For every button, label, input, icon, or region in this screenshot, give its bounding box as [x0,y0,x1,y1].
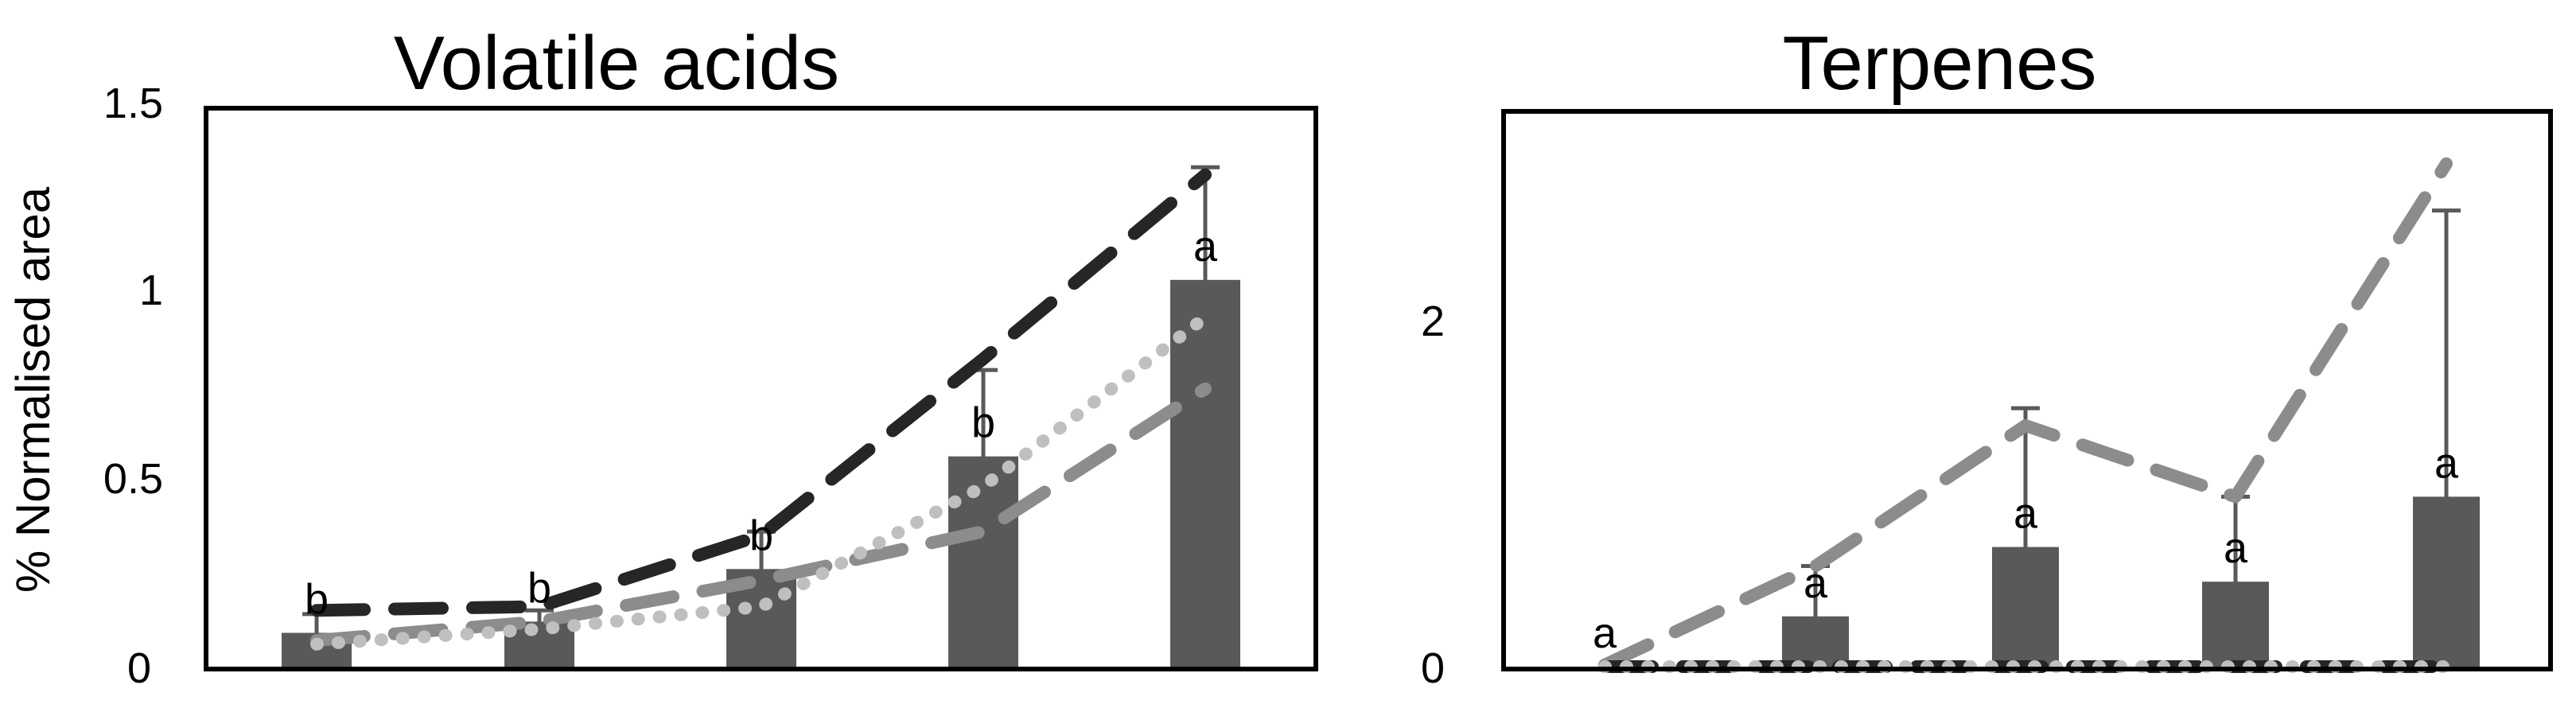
significance-label: a [1593,609,1617,657]
significance-label: a [1193,223,1218,270]
significance-label: b [527,564,551,612]
chart-title: Volatile acids [394,21,839,106]
significance-label: a [2014,490,2038,538]
significance-label: a [2434,439,2459,487]
significance-label-group: a a a a a [1593,439,2459,657]
plot-frame [1501,109,2553,671]
y-tick-label: 0 [127,644,151,692]
chart-terpenes: Terpenes 0 2 a a a a a [1421,21,2553,692]
chart-volatile-acids: Volatile acids % Normalised area 0 0.5 1… [6,21,1318,692]
error-bar-group [302,165,1220,652]
y-axis-label: % Normalised area [6,186,60,593]
significance-label: a [2224,524,2248,572]
significance-label: b [305,576,329,624]
plot-frame [204,106,1318,671]
y-tick-label: 0.5 [103,455,163,503]
y-tick-label: 1 [139,267,163,314]
series-line [310,311,1212,651]
error-bar-group [1801,208,2461,667]
y-tick-label: 2 [1421,298,1445,345]
series-line [1598,157,2453,671]
significance-label-group: b b b b a [305,223,1218,624]
y-tick-label: 1.5 [103,80,163,127]
line-series-group [310,168,1212,651]
y-tick-label: 0 [1421,644,1445,692]
significance-label: a [1804,559,1828,607]
significance-label: b [749,512,773,559]
significance-label: b [971,399,995,447]
chart-title: Terpenes [1783,21,2097,106]
